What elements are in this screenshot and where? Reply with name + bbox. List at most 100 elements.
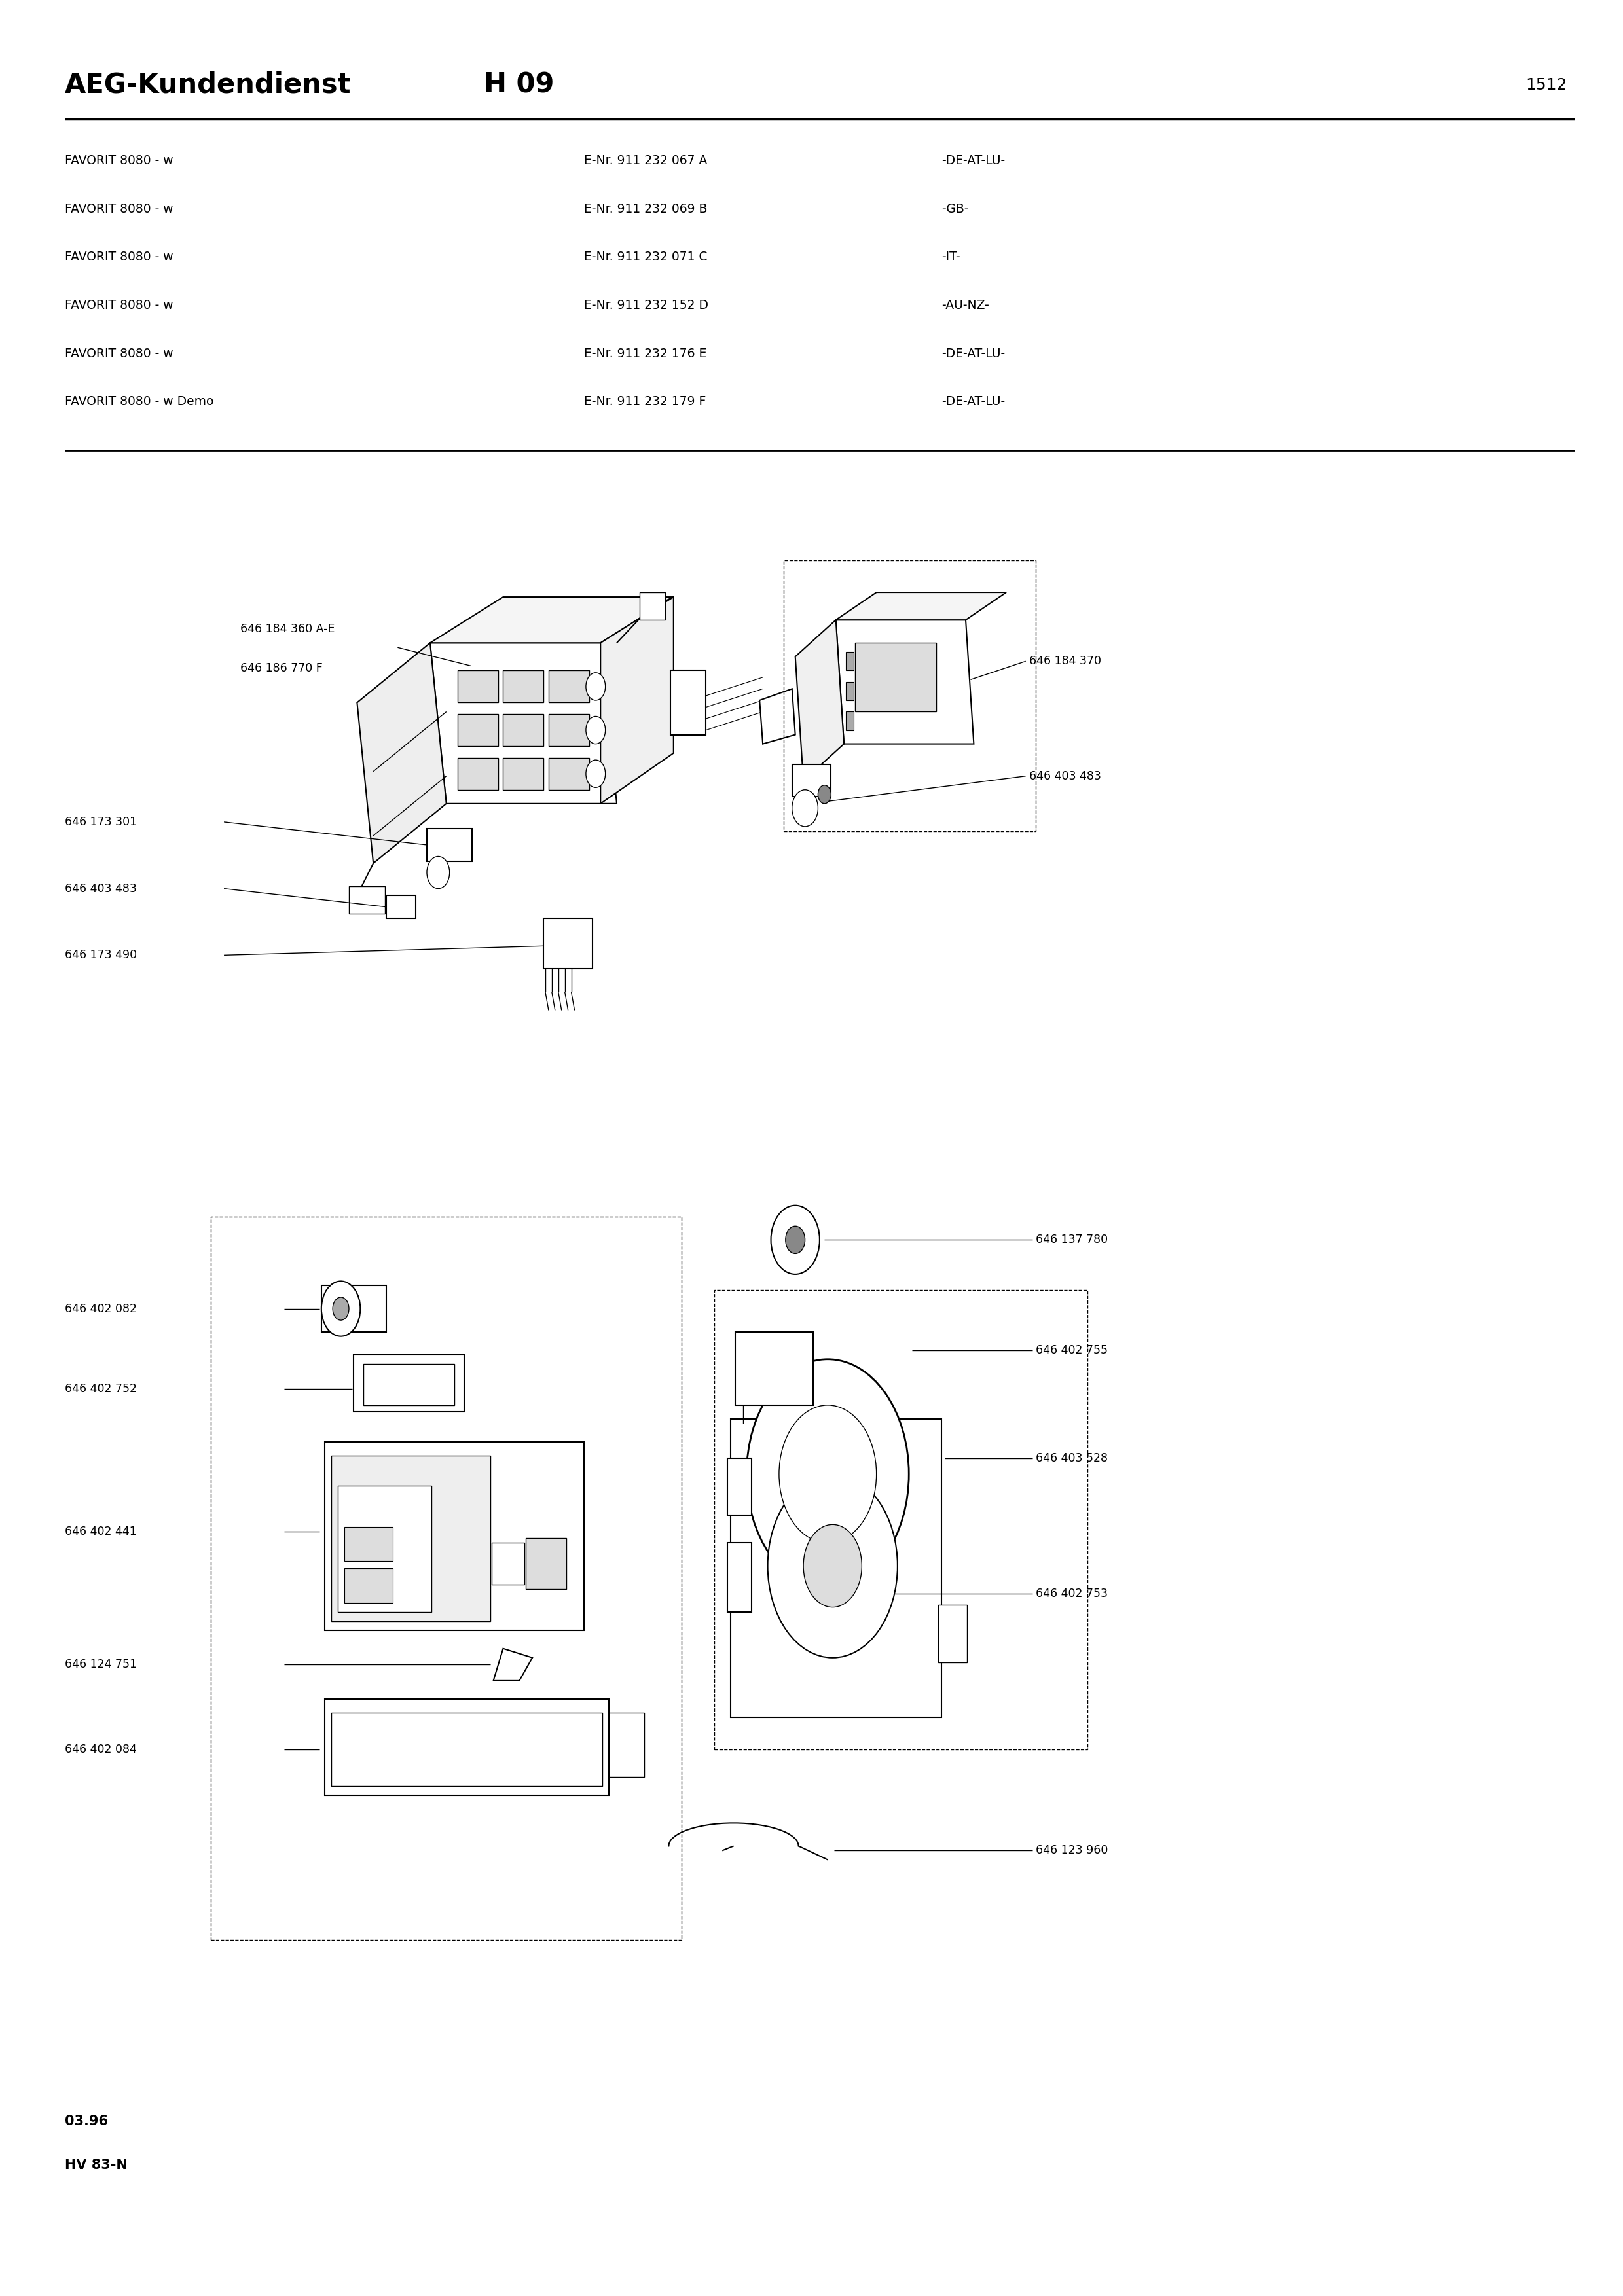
Bar: [211, 1217, 682, 1940]
Bar: [503, 758, 544, 790]
Text: 646 184 370: 646 184 370: [1029, 654, 1100, 668]
Bar: [792, 765, 831, 797]
Circle shape: [333, 1297, 349, 1320]
Circle shape: [779, 1405, 876, 1543]
Circle shape: [747, 1359, 909, 1589]
Bar: [503, 670, 544, 703]
Text: -IT-: -IT-: [941, 250, 961, 264]
Bar: [503, 714, 544, 746]
Text: 646 124 751: 646 124 751: [65, 1658, 136, 1671]
Text: 646 402 753: 646 402 753: [1035, 1587, 1107, 1600]
Bar: [331, 1456, 490, 1621]
Bar: [549, 714, 589, 746]
Text: FAVORIT 8080 - w: FAVORIT 8080 - w: [65, 202, 174, 216]
Bar: [714, 1290, 1087, 1750]
Text: FAVORIT 8080 - w: FAVORIT 8080 - w: [65, 347, 174, 360]
Circle shape: [803, 1525, 862, 1607]
Text: 03.96: 03.96: [65, 2115, 109, 2128]
Bar: [344, 1527, 393, 1561]
Bar: [609, 1713, 644, 1777]
Circle shape: [786, 1226, 805, 1254]
Text: 646 186 770 F: 646 186 770 F: [240, 661, 323, 675]
Polygon shape: [836, 592, 1006, 620]
Circle shape: [427, 856, 450, 889]
Polygon shape: [430, 643, 617, 804]
Text: E-Nr. 911 232 071 C: E-Nr. 911 232 071 C: [584, 250, 708, 264]
Text: FAVORIT 8080 - w: FAVORIT 8080 - w: [65, 250, 174, 264]
Bar: [526, 1538, 566, 1589]
Circle shape: [586, 716, 605, 744]
Circle shape: [586, 673, 605, 700]
Polygon shape: [493, 1649, 532, 1681]
Text: -DE-AT-LU-: -DE-AT-LU-: [941, 395, 1005, 409]
Bar: [427, 829, 472, 861]
Bar: [846, 652, 854, 670]
Text: E-Nr. 911 232 152 D: E-Nr. 911 232 152 D: [584, 298, 709, 312]
Bar: [364, 1364, 454, 1405]
Text: FAVORIT 8080 - w: FAVORIT 8080 - w: [65, 298, 174, 312]
Polygon shape: [430, 597, 674, 643]
Bar: [354, 1355, 464, 1412]
Text: 646 184 360 A-E: 646 184 360 A-E: [240, 622, 334, 636]
Text: 646 402 082: 646 402 082: [65, 1302, 136, 1316]
Circle shape: [792, 790, 818, 827]
Bar: [386, 895, 415, 918]
Text: -DE-AT-LU-: -DE-AT-LU-: [941, 154, 1005, 168]
Bar: [331, 1713, 602, 1786]
Bar: [338, 1486, 432, 1612]
Polygon shape: [836, 620, 974, 744]
Bar: [325, 1442, 584, 1630]
Text: -DE-AT-LU-: -DE-AT-LU-: [941, 347, 1005, 360]
Bar: [727, 1543, 751, 1612]
Bar: [639, 592, 665, 620]
Circle shape: [771, 1205, 820, 1274]
Text: 646 173 301: 646 173 301: [65, 815, 136, 829]
Text: FAVORIT 8080 - w Demo: FAVORIT 8080 - w Demo: [65, 395, 214, 409]
Bar: [549, 758, 589, 790]
Text: -AU-NZ-: -AU-NZ-: [941, 298, 988, 312]
Text: E-Nr. 911 232 176 E: E-Nr. 911 232 176 E: [584, 347, 708, 360]
Text: FAVORIT 8080 - w: FAVORIT 8080 - w: [65, 154, 174, 168]
Text: 646 403 528: 646 403 528: [1035, 1451, 1107, 1465]
Bar: [458, 758, 498, 790]
Bar: [344, 1568, 393, 1603]
Polygon shape: [760, 689, 795, 744]
Bar: [727, 1458, 751, 1515]
Bar: [458, 670, 498, 703]
Text: 646 173 490: 646 173 490: [65, 948, 136, 962]
Bar: [549, 670, 589, 703]
Bar: [325, 1699, 609, 1795]
Text: E-Nr. 911 232 067 A: E-Nr. 911 232 067 A: [584, 154, 708, 168]
Text: H 09: H 09: [484, 71, 553, 99]
Bar: [730, 1419, 941, 1717]
Polygon shape: [795, 620, 844, 781]
Text: 646 402 752: 646 402 752: [65, 1382, 136, 1396]
Bar: [670, 670, 706, 735]
Text: 646 403 483: 646 403 483: [65, 882, 136, 895]
Text: 646 137 780: 646 137 780: [1035, 1233, 1107, 1247]
Text: -GB-: -GB-: [941, 202, 969, 216]
Bar: [492, 1543, 524, 1584]
Bar: [784, 560, 1035, 831]
Bar: [321, 1286, 386, 1332]
Bar: [938, 1605, 967, 1662]
Bar: [349, 886, 385, 914]
Bar: [544, 918, 592, 969]
Text: AEG-Kundendienst: AEG-Kundendienst: [65, 71, 351, 99]
Text: 646 123 960: 646 123 960: [1035, 1844, 1109, 1857]
Text: 646 402 084: 646 402 084: [65, 1743, 136, 1756]
Text: 646 402 441: 646 402 441: [65, 1525, 136, 1538]
Circle shape: [321, 1281, 360, 1336]
Circle shape: [768, 1474, 898, 1658]
Text: E-Nr. 911 232 069 B: E-Nr. 911 232 069 B: [584, 202, 708, 216]
Bar: [855, 643, 936, 712]
Text: 646 402 755: 646 402 755: [1035, 1343, 1107, 1357]
Bar: [735, 1332, 813, 1405]
Bar: [458, 714, 498, 746]
Bar: [846, 682, 854, 700]
Polygon shape: [601, 597, 674, 804]
Bar: [846, 712, 854, 730]
Circle shape: [586, 760, 605, 788]
Text: HV 83-N: HV 83-N: [65, 2158, 128, 2172]
Text: 646 403 483: 646 403 483: [1029, 769, 1100, 783]
